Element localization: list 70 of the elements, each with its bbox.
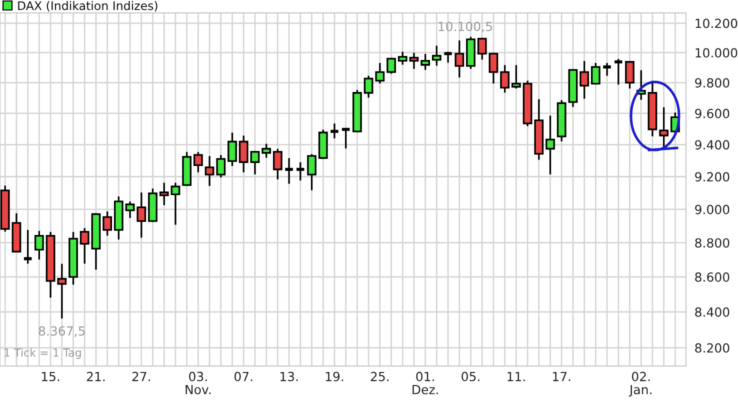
candlestick: [546, 116, 555, 174]
candlestick: [34, 230, 44, 260]
annotation: 1 Tick = 1 Tag: [4, 348, 81, 359]
candlestick: [375, 62, 385, 84]
candlestick: [216, 155, 226, 178]
candlestick: [329, 124, 340, 138]
candlestick: [250, 150, 260, 174]
y-tick-label: 10.000: [696, 48, 738, 58]
candlestick: [204, 156, 214, 186]
candlestick: [442, 52, 454, 63]
candlestick: [613, 58, 624, 85]
candlestick: [159, 182, 169, 206]
y-tick-label: 9.200: [695, 172, 730, 182]
candlestick: [284, 158, 294, 184]
y-tick-label: 8.800: [695, 238, 730, 248]
x-tick-label: 25.: [370, 372, 388, 382]
candlestick: [22, 230, 34, 264]
candlestick: [625, 61, 634, 89]
candlestick: [511, 65, 521, 89]
candlestick: [364, 76, 374, 98]
x-tick-label: 19.: [326, 372, 344, 382]
x-tick-label: 05.: [462, 372, 480, 382]
x-tick-label: 15.: [42, 372, 60, 382]
y-tick-label: 9.800: [695, 78, 730, 88]
x-tick-label: 07.: [234, 372, 252, 382]
candlestick: [420, 54, 430, 70]
candlestick: [590, 62, 600, 85]
candlestick: [500, 65, 510, 93]
candlestick: [272, 148, 282, 180]
candlestick: [295, 162, 306, 181]
candlestick: [57, 264, 67, 319]
candlestick: [432, 46, 442, 66]
y-tick-label: 9.000: [695, 204, 730, 214]
y-tick-label: 8.200: [695, 343, 730, 353]
candlestick: [125, 202, 135, 218]
x-tick-label: 17.: [553, 372, 570, 382]
candlestick: [488, 52, 498, 84]
annotation: 8.367,5: [38, 326, 85, 337]
x-tick-label: 27.: [132, 372, 150, 382]
candlestick: [477, 38, 487, 60]
candlestick: [409, 52, 419, 69]
candlestick: [454, 40, 464, 78]
candlestick: [340, 128, 352, 148]
candlestick: [602, 62, 612, 76]
y-tick-label: 9.600: [695, 108, 730, 118]
candlestick: [228, 132, 237, 166]
candlestick: [193, 152, 203, 172]
candlestick: [238, 136, 248, 172]
candlestick: [659, 107, 669, 148]
candlestick: [262, 144, 272, 158]
annotation: 10.100,5: [438, 22, 492, 32]
x-tick-label: 11.: [508, 372, 525, 382]
y-tick-label: 9.400: [695, 140, 730, 150]
x-tick-label: 02. Jan.: [628, 372, 652, 397]
candlestick: [102, 211, 112, 236]
candlestick: [80, 228, 90, 264]
x-tick-label: 03. Nov.: [186, 372, 211, 394]
x-tick-label: 13.: [280, 372, 298, 382]
x-tick-label: 21.: [86, 372, 105, 382]
x-tick-label: 01. Dez.: [412, 372, 438, 394]
candlestick: [386, 58, 396, 74]
y-tick-label: 8.600: [695, 272, 730, 282]
chart-title: DAX (Indikation Indizes): [18, 1, 158, 12]
y-tick-label: 10.200: [696, 18, 738, 28]
candlestick: [398, 52, 408, 65]
candlestick: [136, 192, 146, 238]
candlestick: [307, 154, 316, 190]
y-tick-label: 8.400: [695, 307, 730, 317]
candlestick: [170, 182, 180, 225]
candlestick: [580, 61, 590, 99]
